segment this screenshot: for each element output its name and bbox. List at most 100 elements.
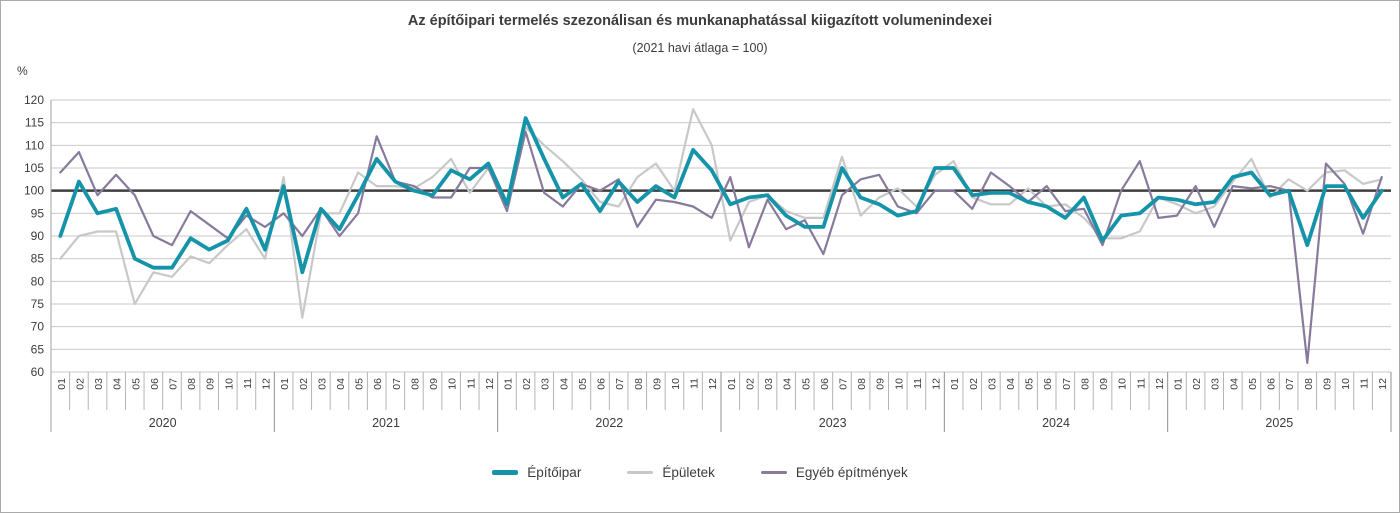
month-label: 07 [1061,378,1073,390]
year-label: 2022 [595,416,623,430]
month-label: 07 [1284,378,1296,390]
month-label: 06 [372,378,384,390]
y-tick-label: 65 [31,342,45,356]
egyeb-epitmenyek-line-swatch [760,471,787,474]
year-label: 2024 [1042,416,1070,430]
month-label: 12 [931,378,943,390]
legend-label: Épületek [662,465,715,480]
y-tick-label: 105 [24,161,44,175]
y-tick-label: 100 [24,184,44,198]
month-label: 11 [1135,378,1147,389]
year-label: 2020 [149,416,177,430]
y-axis-unit-label: % [17,64,28,78]
month-label: 08 [1079,378,1091,390]
month-label: 01 [502,378,514,390]
month-label: 07 [837,378,849,390]
month-label: 05 [354,378,366,390]
y-tick-label: 85 [31,252,45,266]
month-label: 10 [670,378,682,390]
month-label: 08 [856,378,868,390]
legend-label: Egyéb építmények [795,465,908,480]
month-label: 02 [744,378,756,390]
epuletek-line-swatch [627,471,654,474]
series-line--p-t-ipar [58,116,1384,275]
month-label: 06 [596,378,608,390]
month-label: 09 [1321,378,1333,390]
month-label: 09 [1098,378,1110,390]
month-label: 12 [707,378,719,390]
month-label: 12 [261,378,273,390]
month-label: 05 [130,378,142,390]
month-label: 03 [763,378,775,390]
month-label: 05 [800,378,812,390]
y-tick-label: 95 [31,206,45,220]
y-tick-label: 120 [24,93,44,107]
month-label: 03 [93,378,105,390]
month-label: 03 [540,378,552,390]
month-label: 07 [391,378,403,390]
month-label: 11 [912,378,924,389]
month-label: 04 [335,378,347,390]
y-tick-label: 110 [25,138,44,152]
month-label: 04 [782,378,794,390]
month-label: 04 [1228,378,1240,390]
month-label: 04 [1005,378,1017,390]
month-label: 10 [223,378,235,390]
legend-label: Építőipar [527,465,582,480]
month-label: 11 [1359,378,1371,389]
y-tick-label: 75 [31,297,45,311]
month-label: 01 [279,378,291,390]
chart-title: Az építőipari termelés szezonálisan és m… [407,13,993,29]
month-label: 08 [633,378,645,390]
month-label: 06 [819,378,831,390]
y-tick-label: 80 [31,274,45,288]
month-label: 05 [577,378,589,390]
month-label: 02 [521,378,533,390]
month-label: 06 [149,378,161,390]
month-label: 03 [986,378,998,390]
month-label: 01 [949,378,961,390]
month-label: 02 [74,378,86,390]
month-label: 02 [968,378,980,390]
month-label: 08 [1303,378,1315,390]
month-label: 04 [112,378,124,390]
month-label: 12 [1377,378,1389,390]
month-label: 09 [651,378,663,390]
month-label: 07 [614,378,626,390]
year-label: 2021 [372,416,400,430]
month-label: 12 [484,378,496,390]
month-label: 09 [875,378,887,390]
month-label: 08 [186,378,198,390]
month-label: 03 [316,378,328,390]
month-label: 02 [1191,378,1203,390]
legend-item-epitoipar: Építőipar [492,465,581,480]
epitoipar-line-swatch [492,470,519,475]
year-label: 2025 [1265,416,1293,430]
month-label: 02 [298,378,310,390]
month-label: 05 [1247,378,1259,390]
y-tick-label: 60 [31,365,45,379]
month-label: 06 [1266,378,1278,390]
month-label: 01 [1172,378,1184,390]
y-tick-label: 70 [31,320,45,334]
legend-item-epuletek: Épületek [627,465,715,480]
year-label: 2023 [819,416,847,430]
month-label: 09 [428,378,440,390]
series-line-egy-b-p-tm-nyek [59,130,1383,364]
month-label: 05 [1024,378,1036,390]
month-label: 07 [167,378,179,390]
month-label: 11 [465,378,477,389]
month-label: 10 [1117,378,1129,390]
y-tick-label: 115 [25,116,44,130]
month-label: 11 [689,378,701,389]
month-label: 12 [1154,378,1166,390]
legend-item-egyeb-epitmenyek: Egyéb építmények [760,465,908,480]
y-tick-label: 90 [31,229,45,243]
month-label: 10 [893,378,905,390]
month-label: 03 [1210,378,1222,390]
legend: Építőipar Épületek Egyéb építmények [1,465,1399,480]
month-label: 04 [558,378,570,390]
month-label: 06 [1042,378,1054,390]
